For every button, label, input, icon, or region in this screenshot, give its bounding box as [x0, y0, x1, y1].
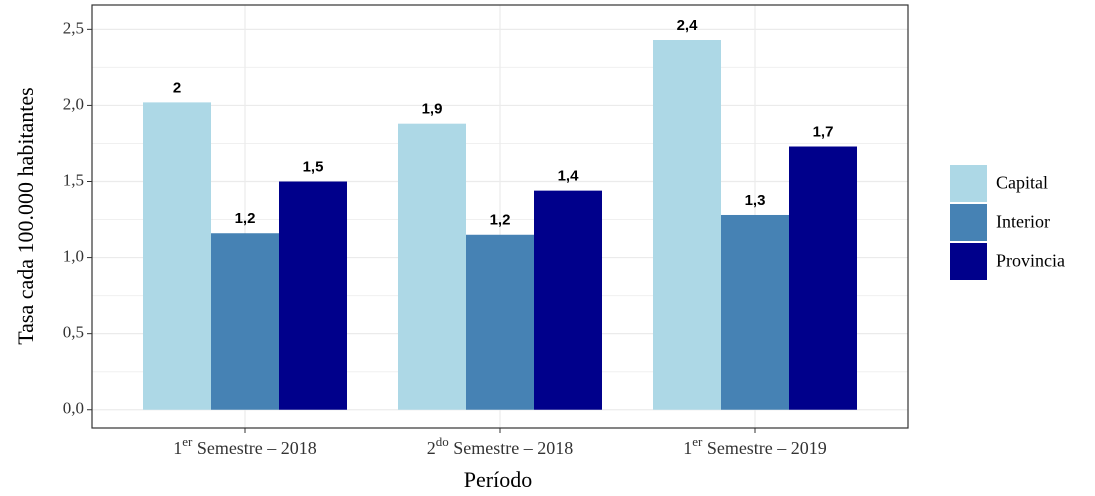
x-axis-title: Período — [464, 467, 532, 492]
x-tick-label: 1er Semestre – 2018 — [173, 434, 317, 458]
value-label: 2,4 — [677, 17, 699, 34]
value-label: 1,7 — [813, 123, 834, 140]
value-label: 1,4 — [558, 168, 580, 185]
bar — [789, 146, 857, 410]
bar — [398, 123, 466, 410]
value-label: 1,5 — [303, 158, 324, 175]
bar — [653, 39, 721, 410]
y-tick-label: 0,5 — [63, 323, 84, 342]
bar — [211, 233, 279, 410]
y-tick-label: 2,5 — [63, 18, 84, 37]
value-label: 1,2 — [490, 212, 511, 229]
legend-label: Interior — [996, 212, 1050, 232]
value-label: 2 — [173, 79, 181, 96]
x-tick-label: 1er Semestre – 2019 — [683, 434, 827, 458]
value-label: 1,2 — [235, 210, 256, 227]
y-tick-label: 1,5 — [63, 170, 84, 189]
legend-label: Provincia — [996, 251, 1065, 271]
bar — [466, 234, 534, 410]
bar — [721, 214, 789, 410]
value-label: 1,3 — [745, 192, 766, 209]
y-axis-title: Tasa cada 100.000 habitantes — [13, 87, 38, 344]
x-tick-label: 2do Semestre – 2018 — [427, 434, 573, 458]
bar — [534, 190, 602, 410]
bar — [279, 181, 347, 410]
bar — [143, 102, 211, 410]
legend-key — [950, 204, 987, 241]
y-tick-label: 0,0 — [63, 399, 84, 418]
y-tick-label: 2,0 — [63, 94, 84, 113]
legend-label: Capital — [996, 173, 1048, 193]
legend-key — [950, 243, 987, 280]
legend-key — [950, 165, 987, 202]
y-tick-label: 1,0 — [63, 246, 84, 265]
value-label: 1,9 — [422, 101, 443, 118]
